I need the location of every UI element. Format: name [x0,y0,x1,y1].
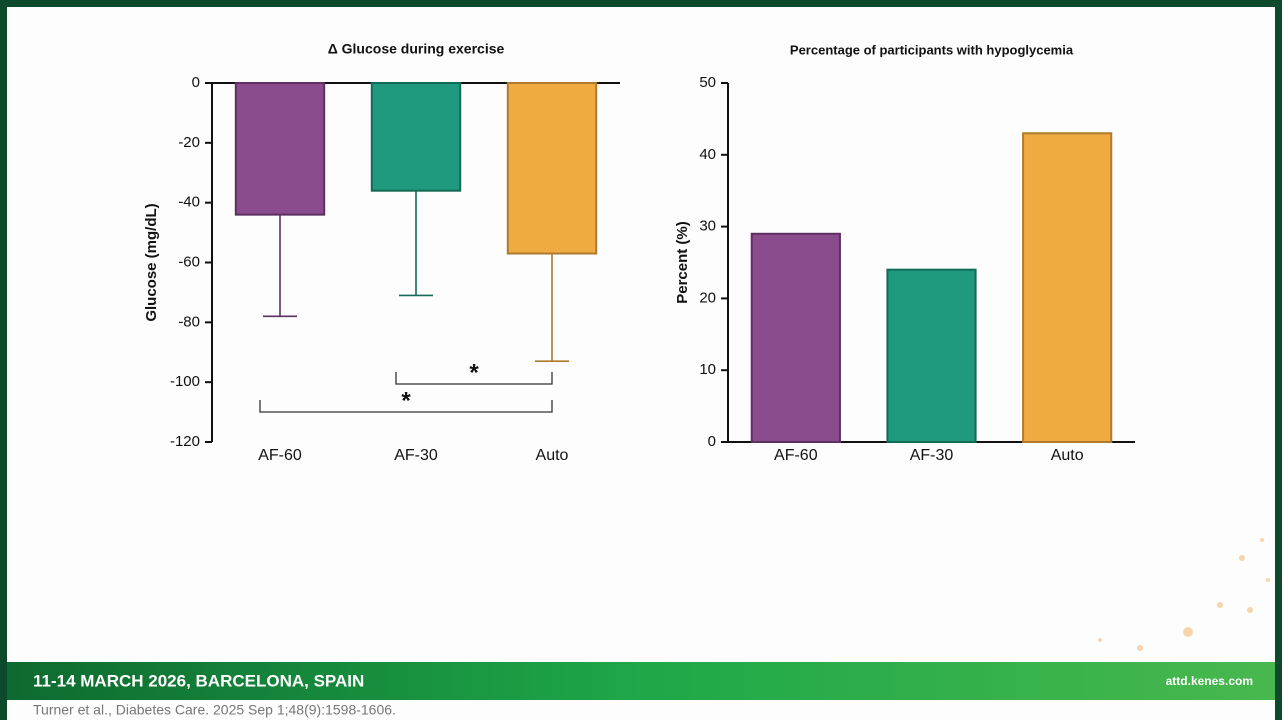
bar [750,232,841,443]
error-bar [535,253,569,363]
chart-title: Δ Glucose during exercise [328,41,505,57]
significance-bracket [395,372,553,385]
bar [886,268,977,443]
bar [234,82,326,216]
x-tick-label: AF-30 [910,447,954,464]
significance-mark: * [401,387,411,414]
error-bar [263,214,297,318]
bar [1022,132,1113,443]
y-tick-label: 30 [699,218,716,235]
bar [506,82,598,255]
y-axis-label: Glucose (mg/dL) [143,203,160,321]
y-axis-label: Percent (%) [674,221,691,304]
bar [370,82,462,192]
y-tick-label: -40 [178,194,200,211]
y-tick-label: -120 [170,433,200,450]
y-tick-label: 20 [699,289,716,306]
y-tick-label: 0 [192,74,200,91]
x-tick-label: AF-60 [774,447,818,464]
x-tick-label: AF-30 [394,447,438,464]
event-text: 11-14 MARCH 2026, BARCELONA, SPAIN [33,671,364,690]
website-text: attd.kenes.com [1166,674,1253,688]
y-tick-label: 50 [699,74,716,91]
decoration [1098,538,1270,651]
y-tick-label: -100 [170,373,200,390]
y-tick-label: -80 [178,313,200,330]
x-tick-label: Auto [536,447,569,464]
x-tick-label: AF-60 [258,447,302,464]
significance-bracket [259,400,553,413]
footer-band [7,662,1275,700]
y-tick-label: 0 [708,433,716,450]
citation: Turner et al., Diabetes Care. 2025 Sep 1… [33,702,396,718]
significance-mark: * [469,359,479,386]
y-tick-label: 40 [699,146,716,163]
y-tick-label: -20 [178,134,200,151]
y-tick-label: -60 [178,253,200,270]
y-tick-label: 10 [699,361,716,378]
citation-strip [7,700,1275,720]
x-tick-label: Auto [1051,447,1084,464]
error-bar [399,190,433,297]
chart-title: Percentage of participants with hypoglyc… [790,42,1074,57]
